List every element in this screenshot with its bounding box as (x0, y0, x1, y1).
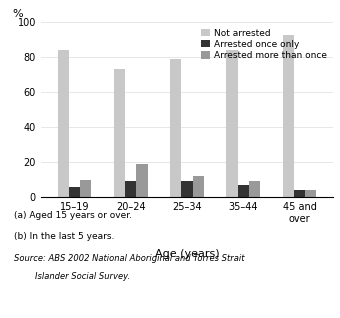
Text: (b) In the last 5 years.: (b) In the last 5 years. (14, 232, 114, 241)
Y-axis label: %: % (12, 9, 23, 19)
Bar (193, 176, 204, 197)
Bar (294, 190, 305, 197)
Bar (69, 187, 80, 197)
Bar (80, 180, 91, 197)
Bar (283, 34, 294, 197)
Bar (136, 164, 148, 197)
Bar (249, 181, 260, 197)
Legend: Not arrested, Arrested once only, Arrested more than once: Not arrested, Arrested once only, Arrest… (200, 27, 329, 62)
Bar (305, 190, 316, 197)
Bar (125, 181, 136, 197)
Text: Source: ABS 2002 National Aboriginal and Torres Strait: Source: ABS 2002 National Aboriginal and… (14, 254, 244, 263)
Bar (58, 50, 69, 197)
Bar (170, 59, 181, 197)
Bar (114, 69, 125, 197)
Bar (181, 181, 193, 197)
Bar (238, 185, 249, 197)
Text: Islander Social Survey.: Islander Social Survey. (14, 272, 130, 281)
Bar (226, 50, 238, 197)
X-axis label: Age (years): Age (years) (155, 249, 219, 259)
Text: (a) Aged 15 years or over.: (a) Aged 15 years or over. (14, 211, 132, 220)
